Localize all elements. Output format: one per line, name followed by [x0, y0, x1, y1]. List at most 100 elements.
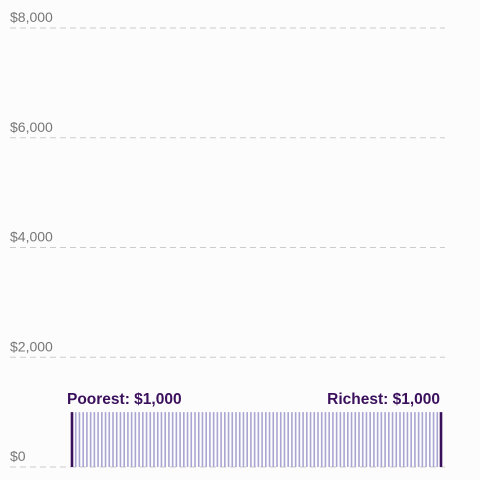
bar	[388, 412, 390, 468]
bar	[373, 412, 375, 468]
bar	[190, 412, 193, 468]
bar	[250, 412, 252, 468]
bar	[328, 412, 330, 468]
bar	[242, 412, 245, 468]
bar	[235, 412, 237, 468]
bar	[142, 412, 144, 468]
bar	[324, 412, 327, 468]
y-axis-ticks: $8,000 $6,000 $4,000 $2,000 $0	[10, 9, 53, 464]
bar	[265, 412, 267, 468]
bar	[171, 412, 174, 468]
bar	[253, 412, 256, 468]
bar	[432, 412, 435, 468]
bar	[175, 412, 178, 468]
bar	[186, 412, 189, 468]
bar-richest	[439, 412, 443, 468]
bar	[425, 412, 427, 468]
bar	[123, 412, 125, 468]
bar	[350, 412, 353, 468]
bar	[347, 412, 349, 468]
bar	[283, 412, 286, 468]
bar	[257, 412, 260, 468]
poorest-annotation: Poorest: $1,000	[67, 391, 182, 408]
bar	[436, 412, 439, 468]
bar	[306, 412, 308, 468]
bar	[179, 412, 181, 468]
bar	[130, 412, 133, 468]
bar	[93, 412, 96, 468]
bar	[224, 412, 226, 468]
bar	[335, 412, 338, 468]
bar	[361, 412, 364, 468]
bar	[279, 412, 282, 468]
bar	[343, 412, 345, 468]
bar	[313, 412, 316, 468]
bar	[104, 412, 107, 468]
richest-annotation: Richest: $1,000	[327, 391, 440, 408]
bar	[82, 412, 84, 468]
bar	[183, 412, 185, 468]
bar	[291, 412, 293, 468]
bar	[97, 412, 99, 468]
bar	[309, 412, 312, 468]
bar	[399, 412, 401, 468]
bar	[134, 412, 137, 468]
bar	[238, 412, 241, 468]
bar	[205, 412, 207, 468]
bar	[194, 412, 196, 468]
bar	[421, 412, 424, 468]
bar	[320, 412, 323, 468]
bar	[246, 412, 248, 468]
bar	[317, 412, 319, 468]
bar	[119, 412, 122, 468]
bar	[358, 412, 360, 468]
bar	[127, 412, 129, 468]
bar	[332, 412, 334, 468]
bar	[354, 412, 357, 468]
bar	[406, 412, 409, 468]
bar	[231, 412, 234, 468]
bar	[216, 412, 219, 468]
bar	[369, 412, 371, 468]
bar	[212, 412, 215, 468]
bar	[429, 412, 431, 468]
bar	[294, 412, 297, 468]
y-tick-label: $2,000	[10, 338, 53, 354]
bar	[227, 412, 230, 468]
bar-poorest	[70, 412, 74, 468]
bar	[201, 412, 204, 468]
bar	[402, 412, 405, 468]
y-tick-label: $6,000	[10, 119, 53, 135]
bar	[115, 412, 118, 468]
bar	[145, 412, 148, 468]
bar	[220, 412, 222, 468]
bar	[86, 412, 88, 468]
bar	[101, 412, 103, 468]
bar	[410, 412, 412, 468]
bar	[391, 412, 394, 468]
bar	[108, 412, 111, 468]
bar	[261, 412, 263, 468]
bars	[70, 412, 443, 468]
bar	[414, 412, 416, 468]
bar	[376, 412, 379, 468]
bar	[74, 412, 77, 468]
bar	[89, 412, 92, 468]
bar	[272, 412, 275, 468]
bar	[138, 412, 140, 468]
bar	[164, 412, 166, 468]
bar	[384, 412, 386, 468]
bar	[112, 412, 114, 468]
bar	[156, 412, 159, 468]
bar	[276, 412, 278, 468]
bar	[149, 412, 152, 468]
bar	[287, 412, 289, 468]
y-tick-label: $0	[10, 448, 26, 464]
bar	[365, 412, 368, 468]
bar	[209, 412, 211, 468]
y-tick-label: $4,000	[10, 229, 53, 245]
bar	[339, 412, 342, 468]
bar	[417, 412, 420, 468]
